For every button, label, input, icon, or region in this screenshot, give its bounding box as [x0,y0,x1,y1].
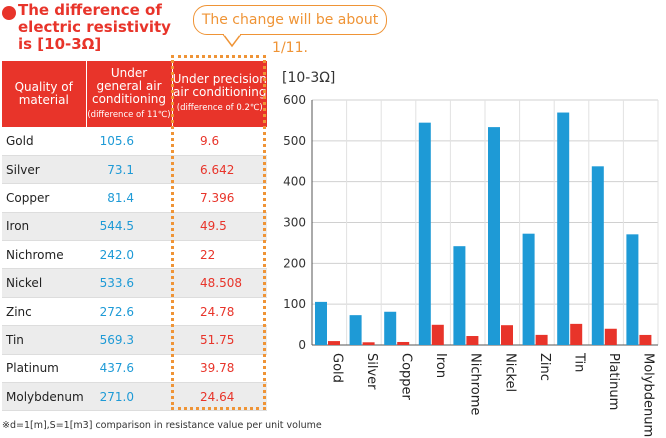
y-tick-label: 0 [298,338,306,352]
table-row: Iron 544.5 49.5 [2,212,267,242]
table-row: Molybdenum 271.0 24.64 [2,382,267,412]
y-tick-label: 100 [283,297,306,311]
cell-material: Molybdenum [2,382,86,412]
x-tick-label: Tin [572,352,587,372]
x-tick-label: Gold [329,353,344,383]
bullet-dot-icon [2,6,16,20]
bar-precision [328,341,340,345]
resistivity-bar-chart: [10-3Ω] 0 100 200 300 400 500 600 Gold Silver Copp… [282,70,659,437]
cell-precision: 49.5 [172,212,267,242]
x-tick-label: Iron [433,353,448,378]
table-header-row: Quality of material Under general air co… [2,61,267,127]
cell-general: 437.6 [86,354,172,384]
bar-general [626,234,639,345]
cell-precision: 9.6 [172,127,267,156]
x-tick-label: Nichrome [468,353,483,415]
bar-general [349,315,362,345]
cell-material: Iron [2,212,86,242]
cell-material: Copper [2,183,86,213]
callout-bubble: The change will be about 1/11. [193,5,387,56]
table-row: Silver 73.1 6.642 [2,155,267,185]
footnote: ※d=1[m],S=1[m3] comparison in resistance… [2,420,322,431]
bar-precision [501,325,513,345]
cell-material: Platinum [2,354,86,384]
header-material: Quality of material [2,61,87,127]
x-tick-label: Silver [364,353,379,390]
cell-material: Nickel [2,268,86,298]
cell-general: 73.1 [86,155,172,185]
cell-general: 81.4 [86,183,172,213]
bar-general [418,122,431,345]
bar-general [557,112,570,345]
table-row: Copper 81.4 7.396 [2,183,267,213]
table-row: Nichrome 242.0 22 [2,240,267,270]
bar-precision [639,334,652,345]
bar-general [488,127,500,345]
cell-general: 272.6 [86,297,172,327]
x-tick-label: Molybdenum [641,353,656,437]
table-row: Tin 569.3 51.75 [2,325,267,355]
header-precision-sub: (difference of 0.2℃) [176,103,263,113]
x-tick-label: Platinum [606,353,621,410]
bar-general [522,233,535,345]
cell-material: Silver [2,155,86,185]
table-row: Zinc 272.6 24.78 [2,297,267,327]
cell-general: 271.0 [86,382,172,412]
cell-general: 569.3 [86,325,172,355]
bar-general [384,311,397,345]
cell-precision: 51.75 [172,325,267,355]
cell-general: 105.6 [86,127,172,156]
cell-general: 533.6 [86,268,172,298]
cell-general: 242.0 [86,240,172,270]
y-tick-label: 400 [283,175,306,189]
y-tick-label: 500 [283,134,306,148]
cell-precision: 24.78 [172,297,267,327]
cell-material: Nichrome [2,240,86,270]
x-tick-label: Copper [399,353,414,401]
bar-general [591,166,604,345]
table-row: Nickel 533.6 48.508 [2,268,267,298]
callout-tail-icon [222,34,242,48]
page-title: The difference of electric resistivity i… [18,1,171,53]
header-precision: Under precision air conditioning (differe… [172,61,267,127]
bar-precision [604,328,617,345]
y-tick-label: 200 [283,256,306,270]
cell-material: Zinc [2,297,86,327]
table-row: Gold 105.6 9.6 [2,127,267,156]
cell-precision: 48.508 [172,268,267,298]
bar-precision [397,341,410,345]
y-tick-label: 600 [283,93,306,107]
x-tick-label: Nickel [502,353,517,392]
y-axis-label: [10-3Ω] [282,70,335,86]
cell-precision: 22 [172,240,267,270]
bar-precision [466,336,479,345]
cell-precision: 7.396 [172,183,267,213]
bar-general [315,301,327,345]
resistivity-table: Quality of material Under general air co… [2,61,267,412]
cell-precision: 6.642 [172,155,267,185]
table-row: Platinum 437.6 39.78 [2,354,267,384]
cell-material: Gold [2,127,86,156]
bar-precision [431,324,444,345]
cell-general: 544.5 [86,212,172,242]
header-general-sub: (difference of 11℃) [87,109,171,120]
y-tick-label: 300 [283,216,306,230]
x-tick-label: Zinc [537,353,552,381]
cell-precision: 39.78 [172,354,267,384]
cell-material: Tin [2,325,86,355]
bar-precision [570,323,583,345]
bar-general [453,246,466,345]
bar-precision [535,334,548,345]
header-general: Under general air conditioning (differenc… [86,61,173,127]
cell-precision: 24.64 [172,382,267,412]
bar-precision [362,342,375,345]
